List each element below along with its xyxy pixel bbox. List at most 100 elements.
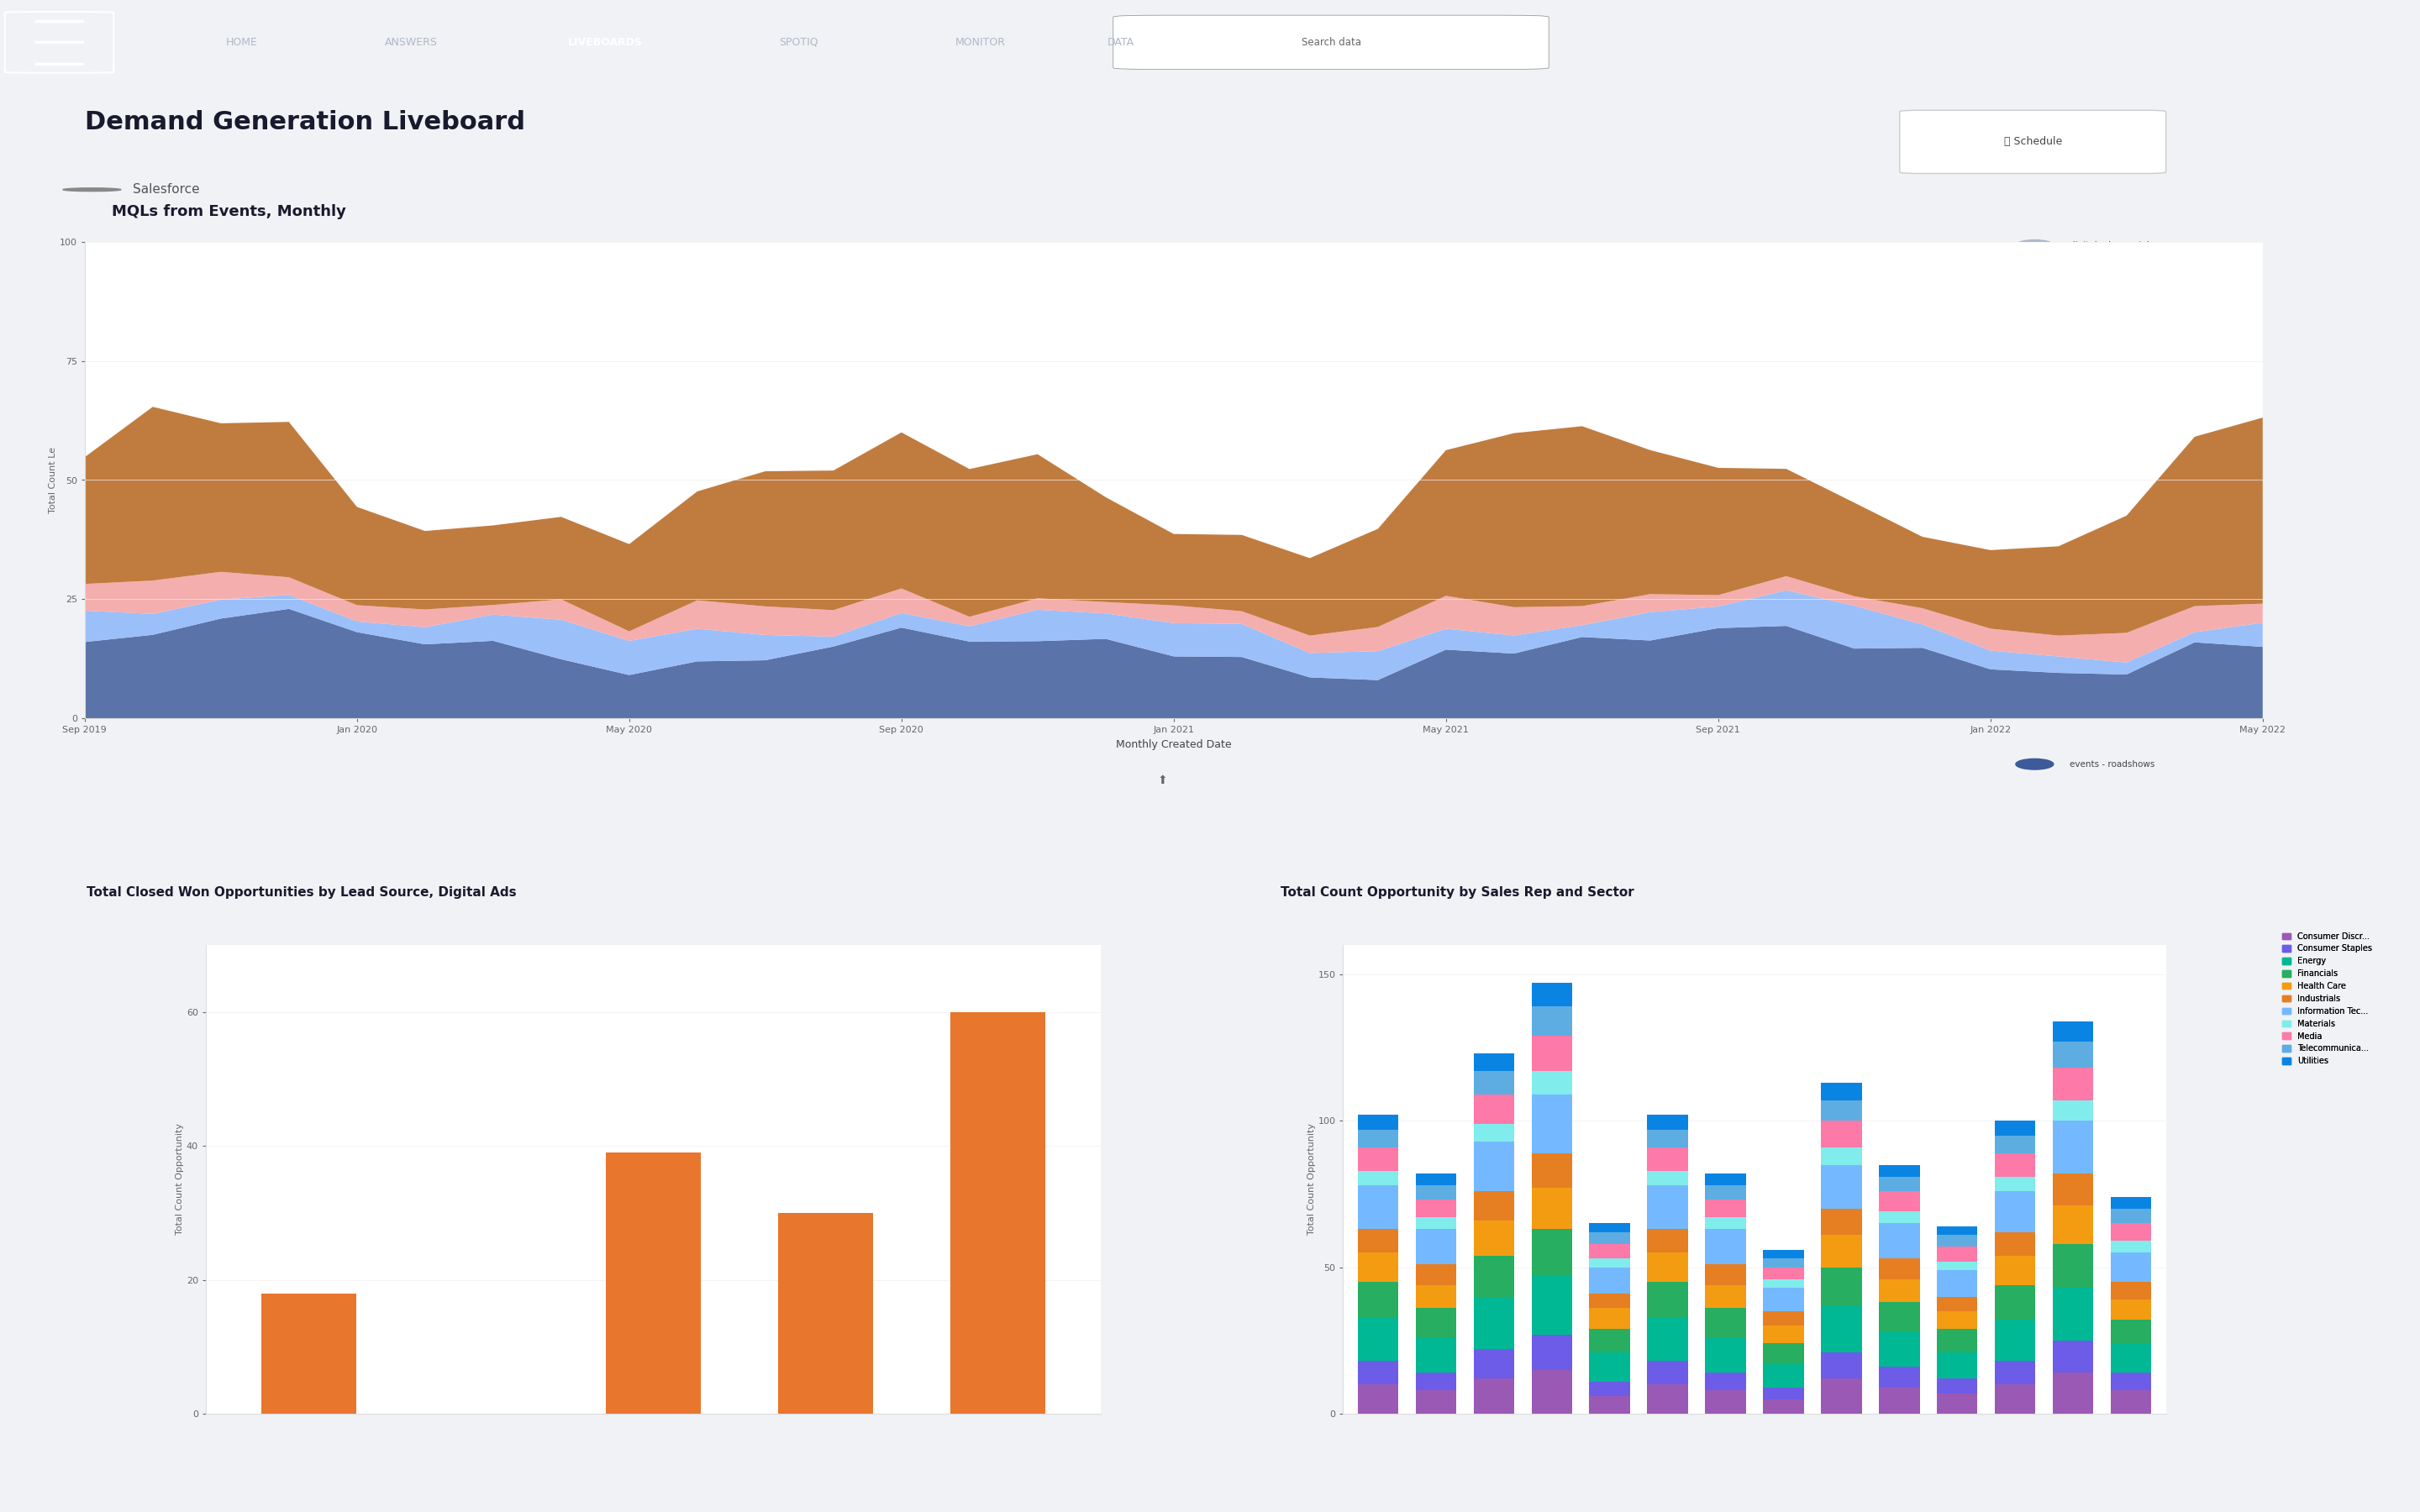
Bar bbox=[1590, 1329, 1631, 1352]
Bar bbox=[1532, 1335, 1573, 1370]
Bar bbox=[1532, 1095, 1573, 1154]
Bar bbox=[1416, 1185, 1457, 1201]
Bar bbox=[1648, 1385, 1687, 1414]
Bar bbox=[1474, 1349, 1515, 1379]
Bar bbox=[1878, 1176, 1919, 1191]
Bar bbox=[1764, 1279, 1803, 1288]
Bar bbox=[1648, 1114, 1687, 1129]
Text: Salesforce: Salesforce bbox=[133, 183, 201, 197]
Text: MQLs from Events, Monthly: MQLs from Events, Monthly bbox=[111, 204, 346, 219]
Bar bbox=[1358, 1148, 1399, 1170]
Circle shape bbox=[2016, 585, 2055, 597]
Text: Total Closed Won Opportunities by Lead Source, Digital Ads: Total Closed Won Opportunities by Lead S… bbox=[87, 886, 515, 898]
Bar bbox=[1590, 1294, 1631, 1308]
Bar bbox=[1994, 1285, 2035, 1320]
Bar bbox=[2110, 1252, 2151, 1282]
Bar bbox=[1994, 1120, 2035, 1136]
Bar bbox=[1878, 1164, 1919, 1176]
Bar bbox=[1936, 1261, 1977, 1270]
Bar bbox=[1936, 1235, 1977, 1247]
Bar bbox=[1474, 1070, 1515, 1095]
Bar bbox=[1416, 1229, 1457, 1264]
Bar bbox=[1936, 1226, 1977, 1235]
Bar bbox=[1822, 1208, 1861, 1235]
Text: MONITOR: MONITOR bbox=[956, 36, 1004, 48]
Bar bbox=[1706, 1173, 1745, 1185]
Bar bbox=[2110, 1208, 2151, 1223]
Bar bbox=[1648, 1229, 1687, 1252]
Bar bbox=[1994, 1176, 2035, 1191]
Bar bbox=[951, 1012, 1045, 1414]
Bar bbox=[1878, 1223, 1919, 1258]
Bar bbox=[1822, 1379, 1861, 1414]
Bar bbox=[1994, 1136, 2035, 1154]
Bar bbox=[1416, 1264, 1457, 1285]
Bar bbox=[1706, 1264, 1745, 1285]
Bar bbox=[1936, 1329, 1977, 1352]
Bar bbox=[2110, 1299, 2151, 1320]
Bar bbox=[2052, 1205, 2093, 1244]
Bar bbox=[1706, 1201, 1745, 1217]
Circle shape bbox=[2016, 499, 2055, 510]
Bar bbox=[1994, 1385, 2035, 1414]
Bar bbox=[1416, 1308, 1457, 1338]
Bar bbox=[1358, 1114, 1399, 1129]
Bar bbox=[1532, 983, 1573, 1007]
Bar bbox=[1648, 1252, 1687, 1282]
Circle shape bbox=[2016, 413, 2055, 423]
Bar bbox=[1358, 1170, 1399, 1185]
Bar bbox=[1358, 1229, 1399, 1252]
Bar bbox=[1474, 1297, 1515, 1349]
Text: events - conference: events - conference bbox=[2069, 587, 2156, 596]
Bar bbox=[2052, 1120, 2093, 1173]
Bar bbox=[1590, 1382, 1631, 1396]
Text: LIVEBOARDS: LIVEBOARDS bbox=[569, 36, 641, 48]
Bar bbox=[1532, 1036, 1573, 1070]
Bar bbox=[1764, 1267, 1803, 1279]
Bar bbox=[1358, 1282, 1399, 1317]
Bar bbox=[1590, 1223, 1631, 1232]
Text: HOME: HOME bbox=[225, 36, 259, 48]
Bar bbox=[1532, 1276, 1573, 1335]
Circle shape bbox=[2016, 673, 2055, 683]
Bar bbox=[2110, 1373, 2151, 1391]
Bar bbox=[1358, 1252, 1399, 1282]
Bar bbox=[2052, 1021, 2093, 1042]
Text: ⬜ Schedule: ⬜ Schedule bbox=[2004, 136, 2062, 147]
Bar bbox=[605, 1152, 702, 1414]
Bar bbox=[1822, 1083, 1861, 1101]
Bar bbox=[1416, 1391, 1457, 1414]
Bar bbox=[1878, 1332, 1919, 1367]
Text: MQLs created monthly, filtered to events by default.: MQLs created monthly, filtered to events… bbox=[111, 266, 387, 277]
Bar bbox=[1532, 1370, 1573, 1414]
Bar bbox=[1358, 1361, 1399, 1385]
Y-axis label: Total Count Opportunity: Total Count Opportunity bbox=[1307, 1123, 1316, 1235]
Bar bbox=[2110, 1198, 2151, 1208]
Bar bbox=[1474, 1123, 1515, 1142]
Bar bbox=[1358, 1185, 1399, 1229]
Bar bbox=[1764, 1344, 1803, 1364]
Bar bbox=[1474, 1054, 1515, 1070]
Text: Total Count Opportunity by Sales Rep and Sector: Total Count Opportunity by Sales Rep and… bbox=[1280, 886, 1634, 898]
Bar bbox=[1648, 1361, 1687, 1385]
Bar bbox=[1878, 1258, 1919, 1279]
Bar bbox=[1706, 1217, 1745, 1229]
Text: SPOTIQ: SPOTIQ bbox=[779, 36, 818, 48]
Bar bbox=[2052, 1341, 2093, 1373]
Bar bbox=[1474, 1142, 1515, 1191]
Bar bbox=[1706, 1373, 1745, 1391]
Bar bbox=[1764, 1311, 1803, 1326]
Bar bbox=[1706, 1185, 1745, 1201]
Text: Demand Generation Liveboard: Demand Generation Liveboard bbox=[85, 110, 525, 135]
Bar bbox=[1764, 1288, 1803, 1311]
Bar bbox=[1994, 1191, 2035, 1232]
Bar bbox=[1764, 1364, 1803, 1388]
Text: events - partner: events - partner bbox=[2069, 673, 2142, 682]
Bar bbox=[1590, 1308, 1631, 1329]
Circle shape bbox=[2016, 327, 2055, 337]
Text: Search data: Search data bbox=[1302, 36, 1360, 48]
Bar bbox=[1648, 1282, 1687, 1317]
Bar bbox=[1706, 1338, 1745, 1373]
Bar bbox=[1764, 1388, 1803, 1399]
Bar bbox=[2052, 1101, 2093, 1120]
